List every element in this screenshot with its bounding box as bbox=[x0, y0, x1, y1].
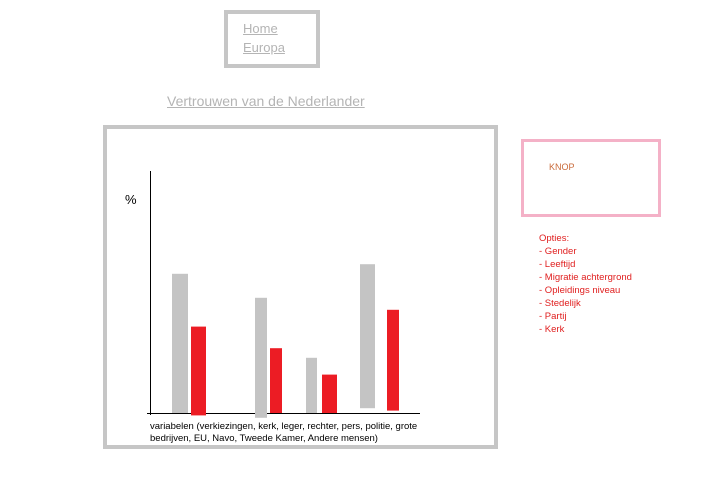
nav-box: Home Europa bbox=[224, 10, 320, 68]
nav-link-europa[interactable]: Europa bbox=[243, 40, 285, 55]
gray-bar-4 bbox=[360, 264, 375, 409]
red-bar-1 bbox=[191, 326, 206, 416]
option-item[interactable]: - Stedelijk bbox=[539, 298, 581, 309]
red-bar-3 bbox=[322, 374, 337, 413]
option-item[interactable]: - Opleidings niveau bbox=[539, 285, 621, 296]
red-bar-2 bbox=[270, 348, 282, 413]
gray-bar-3 bbox=[306, 357, 317, 413]
option-item[interactable]: - Migratie achtergrond bbox=[539, 272, 632, 283]
chart-frame: % variabelen (verkiezingen, kerk, leger,… bbox=[103, 125, 498, 449]
page-title[interactable]: Vertrouwen van de Nederlander bbox=[167, 93, 365, 109]
options-panel: Opties: - Gender - Leeftijd - Migratie ach… bbox=[539, 232, 639, 336]
option-item[interactable]: - Partij bbox=[539, 311, 567, 322]
y-axis-label: % bbox=[125, 192, 137, 207]
option-item[interactable]: - Kerk bbox=[539, 324, 565, 335]
gray-bar-1 bbox=[172, 273, 188, 413]
options-title: Opties: bbox=[539, 233, 570, 244]
bar-chart bbox=[147, 171, 420, 418]
knop-label: KNOP bbox=[549, 162, 575, 172]
option-item[interactable]: - Gender bbox=[539, 246, 577, 257]
bars-group bbox=[172, 264, 399, 418]
x-axis-label: variabelen (verkiezingen, kerk, leger, r… bbox=[150, 421, 418, 444]
options-list: - Gender - Leeftijd - Migratie achtergrond… bbox=[539, 245, 639, 336]
gray-bar-2 bbox=[255, 297, 267, 418]
nav-link-home[interactable]: Home bbox=[243, 21, 278, 36]
red-bar-4 bbox=[387, 309, 399, 411]
option-item[interactable]: - Leeftijd bbox=[539, 259, 576, 270]
knop-button[interactable]: KNOP bbox=[521, 139, 661, 217]
